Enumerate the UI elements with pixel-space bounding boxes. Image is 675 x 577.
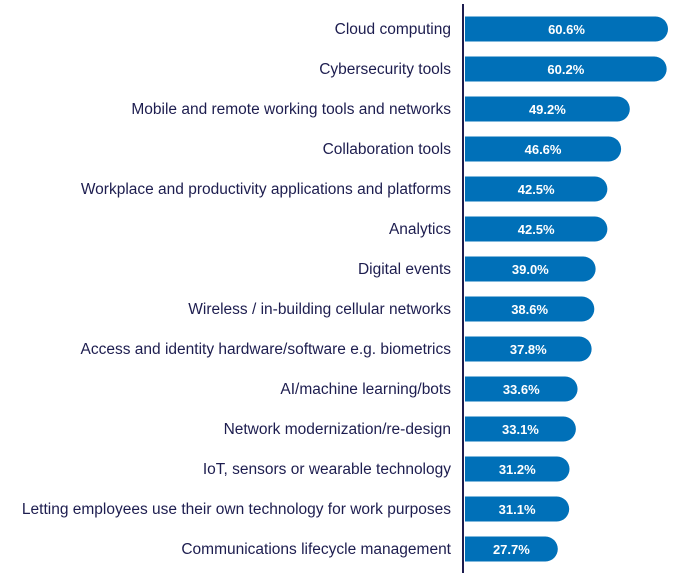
value-label: 38.6% [511, 302, 548, 317]
value-label: 49.2% [529, 102, 566, 117]
category-label: Access and identity hardware/software e.… [81, 341, 452, 358]
value-label: 60.2% [547, 62, 584, 77]
value-label: 27.7% [493, 542, 530, 557]
value-label: 60.6% [548, 22, 585, 37]
category-label: Communications lifecycle management [181, 541, 451, 558]
category-label: Letting employees use their own technolo… [22, 501, 451, 518]
category-label: Network modernization/re-design [224, 421, 451, 438]
bar [465, 216, 608, 242]
value-label: 33.6% [503, 382, 540, 397]
value-label: 46.6% [525, 142, 562, 157]
value-label: 33.1% [502, 422, 539, 437]
category-label: Cloud computing [335, 21, 451, 38]
category-label: Collaboration tools [323, 141, 452, 158]
bar [465, 456, 570, 482]
value-label: 42.5% [518, 222, 555, 237]
bar [465, 16, 668, 42]
category-label: IoT, sensors or wearable technology [203, 461, 451, 478]
value-label: 39.0% [512, 262, 549, 277]
category-label: Analytics [389, 221, 451, 238]
bar [465, 416, 576, 442]
value-label: 42.5% [518, 182, 555, 197]
category-label: Wireless / in-building cellular networks [188, 301, 451, 318]
category-label: Digital events [358, 261, 451, 278]
value-label: 31.2% [499, 462, 536, 477]
category-label: Mobile and remote working tools and netw… [131, 101, 451, 118]
bar [465, 496, 570, 522]
bar [465, 256, 596, 282]
bar [465, 336, 592, 362]
bar [465, 536, 558, 562]
bar [465, 376, 578, 402]
bar [465, 176, 608, 202]
category-label: AI/machine learning/bots [280, 381, 451, 398]
bar [465, 56, 667, 82]
bar [465, 96, 630, 122]
bar [465, 296, 595, 322]
category-label: Cybersecurity tools [319, 61, 451, 78]
category-label: Workplace and productivity applications … [81, 181, 451, 198]
value-label: 31.1% [499, 502, 536, 517]
value-label: 37.8% [510, 342, 547, 357]
bar [465, 136, 622, 162]
